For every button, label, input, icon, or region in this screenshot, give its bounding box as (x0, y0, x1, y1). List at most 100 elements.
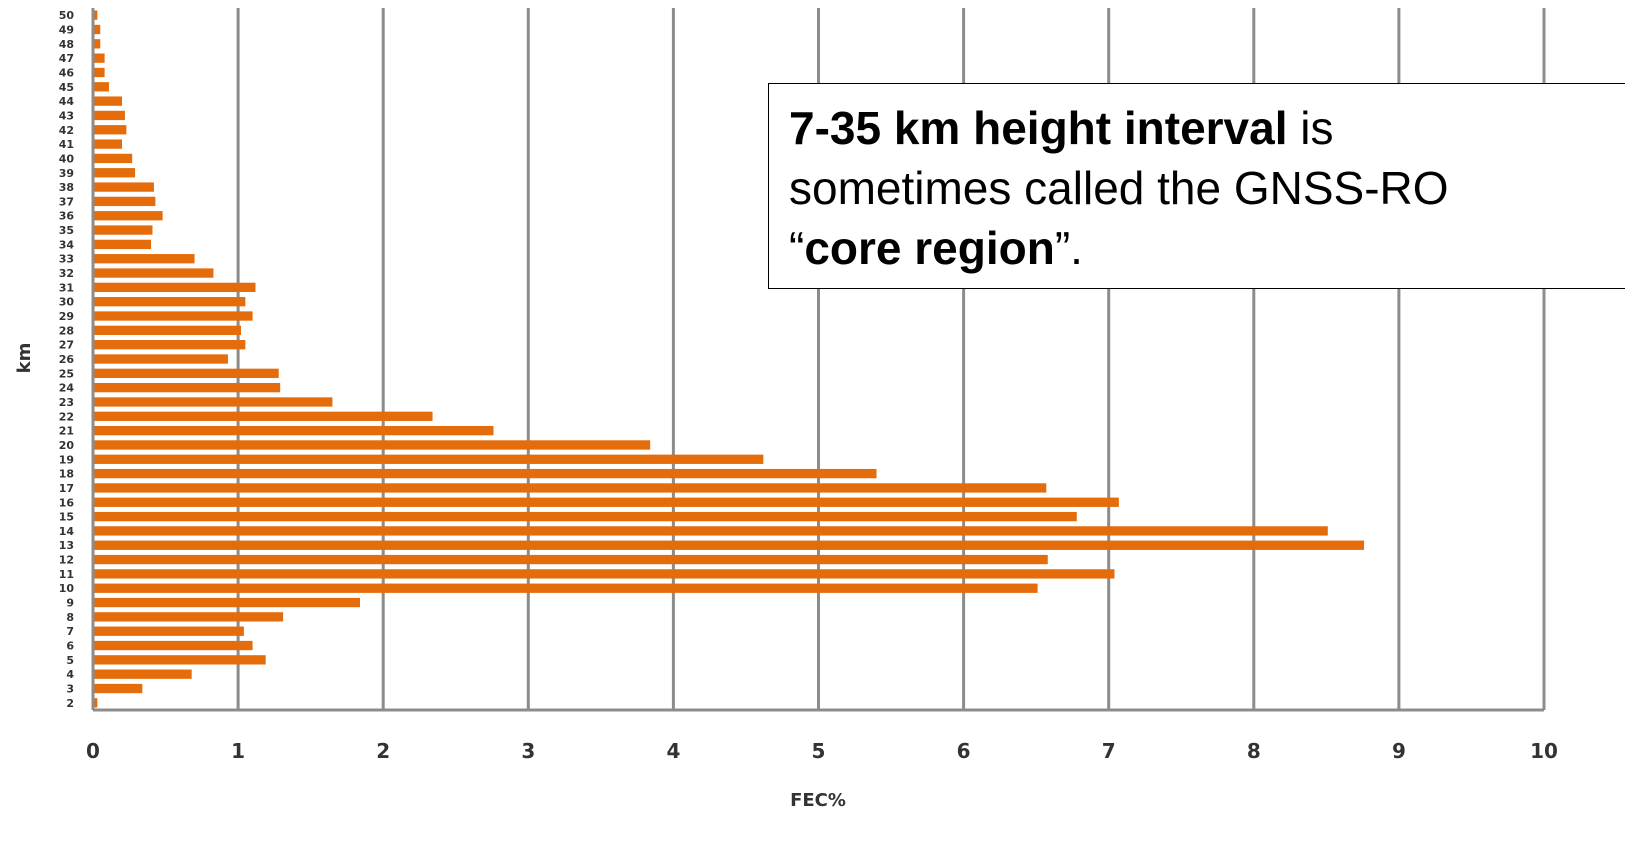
y-tick-label: 43 (59, 109, 74, 122)
y-tick-label: 46 (59, 66, 75, 79)
y-tick-label: 48 (59, 38, 74, 51)
bar (93, 96, 123, 106)
y-tick-label: 47 (59, 52, 74, 65)
y-tick-label: 5 (66, 654, 74, 667)
y-tick-label: 9 (66, 597, 74, 610)
bar (93, 540, 1365, 550)
bar (93, 468, 877, 479)
y-tick-label: 40 (59, 152, 75, 165)
y-tick-label: 21 (59, 425, 74, 438)
bar (93, 67, 105, 78)
y-axis-title: km (14, 343, 35, 374)
y-tick-label: 41 (59, 138, 74, 151)
y-tick-label: 22 (59, 410, 74, 423)
bar (93, 225, 153, 235)
bar (93, 311, 253, 321)
y-tick-label: 7 (66, 625, 74, 638)
x-tick-label: 0 (86, 739, 100, 763)
bar (93, 583, 1038, 593)
x-tick-label: 7 (1102, 739, 1116, 763)
bar (93, 382, 281, 393)
y-tick-label: 15 (59, 511, 74, 524)
y-tick-label: 33 (59, 253, 74, 266)
y-tick-label: 14 (59, 525, 75, 538)
y-tick-label: 42 (59, 124, 74, 137)
bar (93, 10, 98, 20)
bar (93, 254, 195, 264)
annotation-line-3: “core region”. (789, 218, 1625, 278)
bar (93, 397, 333, 407)
y-tick-label: 24 (59, 382, 75, 395)
annotation-bold-phrase: 7-35 km height interval (789, 102, 1288, 154)
bar (93, 454, 764, 464)
y-tick-label: 31 (59, 281, 74, 294)
bar (93, 683, 143, 694)
bar (93, 325, 242, 336)
x-tick-label: 10 (1530, 739, 1558, 763)
y-tick-label: 25 (59, 367, 74, 380)
x-tick-label: 1 (231, 739, 245, 763)
y-tick-label: 35 (59, 224, 74, 237)
x-tick-label: 5 (812, 739, 826, 763)
y-tick-label: 20 (59, 439, 75, 452)
y-tick-label: 49 (59, 23, 74, 36)
annotation-bold-phrase: core region (804, 222, 1055, 274)
bar (93, 526, 1328, 536)
y-tick-label: 32 (59, 267, 74, 280)
bar (93, 497, 1119, 507)
y-tick-label: 19 (59, 453, 74, 466)
y-tick-label: 36 (59, 210, 75, 223)
y-tick-labels: 2345678910111213141516171819202122232425… (59, 9, 75, 710)
y-tick-label: 6 (66, 640, 74, 653)
y-tick-label: 2 (66, 697, 74, 710)
x-tick-label: 3 (521, 739, 535, 763)
x-tick-label: 2 (376, 739, 390, 763)
y-tick-label: 4 (66, 668, 74, 681)
bar (93, 125, 127, 135)
y-tick-label: 37 (59, 195, 74, 208)
y-tick-label: 38 (59, 181, 74, 194)
y-tick-label: 11 (59, 568, 74, 581)
bar (93, 182, 154, 192)
bar (93, 440, 651, 450)
bar (93, 612, 284, 622)
bar (93, 340, 246, 350)
bar (93, 153, 133, 164)
bar (93, 297, 246, 307)
annotation-quote-open: “ (789, 222, 805, 274)
bar (93, 511, 1077, 522)
bar (93, 597, 360, 608)
bar (93, 82, 109, 92)
y-tick-label: 27 (59, 339, 74, 352)
y-tick-label: 44 (59, 95, 75, 108)
bar (93, 168, 136, 178)
x-tick-labels: 0 1 2 3 4 5 6 7 8 9 10 (86, 739, 1558, 763)
bar (93, 39, 101, 49)
x-tick-label: 6 (957, 739, 971, 763)
bar (93, 655, 266, 665)
bar (93, 640, 253, 651)
y-tick-label: 29 (59, 310, 74, 323)
y-tick-label: 28 (59, 324, 74, 337)
bar (93, 698, 98, 708)
bar (93, 483, 1047, 493)
y-tick-label: 17 (59, 482, 74, 495)
x-tick-label: 9 (1392, 739, 1406, 763)
bar (93, 554, 1048, 565)
y-tick-label: 34 (59, 238, 75, 251)
y-tick-label: 10 (59, 582, 75, 595)
annotation-box: 7-35 km height interval is sometimes cal… (768, 83, 1625, 289)
annotation-quote-close: ”. (1054, 222, 1083, 274)
bar (93, 53, 105, 63)
bar (93, 354, 228, 364)
bar (93, 368, 279, 378)
annotation-text: is (1287, 102, 1334, 154)
bar (93, 268, 214, 278)
bar (93, 110, 125, 121)
x-tick-label: 4 (666, 739, 680, 763)
bar (93, 24, 101, 35)
y-tick-label: 8 (66, 611, 74, 624)
y-tick-label: 23 (59, 396, 74, 409)
bar (93, 569, 1115, 579)
bar (93, 211, 163, 221)
